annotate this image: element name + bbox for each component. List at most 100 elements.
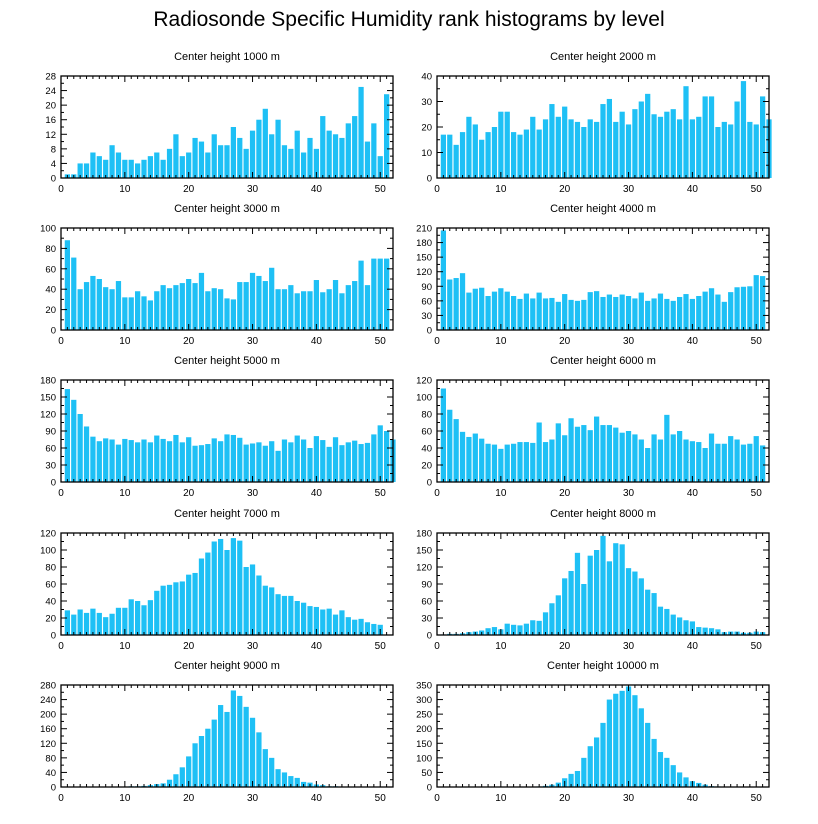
panel-7-bar <box>205 552 211 635</box>
panel-4-bar <box>734 287 740 330</box>
panel-8-bar <box>676 617 683 635</box>
panel-1-bar <box>300 152 307 178</box>
panel-4-ytick-label: 60 <box>421 296 432 307</box>
panel-7-bar <box>288 595 294 635</box>
panel-4-bar <box>759 276 766 330</box>
panel-8-bar <box>485 628 491 635</box>
panel-2-bar <box>440 134 447 178</box>
panel-7-xtick-label: 10 <box>119 641 131 652</box>
panel-2-bar <box>651 114 657 178</box>
panel-5-bar <box>128 440 134 482</box>
panel-4-bar <box>491 291 498 330</box>
panel-2-bar <box>562 106 568 178</box>
panel-8-bar <box>664 608 670 635</box>
panel-8-bar <box>613 543 619 635</box>
panel-5-bar <box>288 442 294 482</box>
panel-3-ytick-label: 20 <box>45 305 56 316</box>
panel-7-bar <box>332 614 339 635</box>
panel-9-bar <box>262 749 268 787</box>
panel-7-bar <box>230 538 237 635</box>
panel-5-bar <box>141 439 147 482</box>
panel-6-bar <box>523 442 530 482</box>
panel-5-bar <box>186 437 192 482</box>
panel-2-bar <box>466 116 472 178</box>
panel-10-ytick-label: 200 <box>416 724 432 735</box>
panel-5-bar <box>358 444 364 482</box>
panel-5-xtick-label: 40 <box>311 488 323 499</box>
panel-2-bar <box>632 109 638 178</box>
panel-2-bar <box>759 96 766 178</box>
panel-5-bar <box>217 441 224 482</box>
panel-4-bar <box>676 296 683 330</box>
panel-3-bar <box>288 285 294 330</box>
panel-1-bar <box>90 152 96 178</box>
panel-1-bar <box>77 163 83 178</box>
panel-1-bar <box>281 145 288 178</box>
panel-2-xtick-label: 10 <box>495 184 507 195</box>
panel-3-bar <box>179 283 185 330</box>
panel-5-bar <box>281 439 288 482</box>
panel-4-bar <box>664 298 670 330</box>
panel-8-bar <box>536 620 542 635</box>
panel-7-ytick-label: 60 <box>45 580 56 591</box>
panel-7-ytick-label: 40 <box>45 597 56 608</box>
panel-1-bar <box>307 137 313 178</box>
panel-5-bar <box>262 445 268 482</box>
panel-1-bar <box>326 130 332 178</box>
panel-3-bar <box>147 300 154 330</box>
panel-2-ytick-label: 40 <box>421 72 432 83</box>
panel-2-xtick-label: 20 <box>559 184 571 195</box>
panel-5-bar <box>211 438 217 482</box>
panel-6-bar <box>664 414 670 482</box>
panel-3-bar <box>166 288 173 330</box>
panel-2-bar <box>536 129 542 178</box>
panel-7-bar <box>307 606 313 635</box>
panel-8-bar <box>549 603 555 635</box>
panel-4-bar <box>740 286 747 330</box>
panel-7-bar <box>364 622 371 635</box>
panel-5-bar <box>230 434 237 482</box>
panel-1-bar <box>134 163 141 178</box>
panel-4-bar <box>625 296 632 330</box>
panel-6-bar <box>728 436 734 482</box>
panel-6-bar <box>625 431 632 482</box>
panel-3-bar <box>281 289 288 330</box>
panel-2-bar <box>683 86 689 178</box>
panel-7-bar <box>352 619 358 635</box>
panel-4-xtick-label: 0 <box>434 336 440 347</box>
panel-6-bar <box>702 448 708 482</box>
panel-1-xtick-label: 50 <box>375 184 387 195</box>
panel-3-bar <box>320 292 326 330</box>
panel-6-bar <box>645 448 651 482</box>
panel-6-title: Center height 6000 m <box>550 355 656 367</box>
panel-2-bar <box>638 101 644 178</box>
panel-8-bar <box>638 578 644 635</box>
panel-7-bar <box>326 608 332 635</box>
panel-4-bar <box>466 292 472 330</box>
panel-5-bar <box>345 442 351 482</box>
panel-3-ytick-label: 0 <box>51 326 56 337</box>
panel-3-bar <box>243 282 249 330</box>
panel-8-bar <box>593 550 600 635</box>
panel-5-bar <box>243 444 249 482</box>
panel-6-bar <box>651 434 657 482</box>
panel-2-bar <box>523 129 530 178</box>
panel-5-bar <box>352 440 358 482</box>
panel-3-xtick-label: 50 <box>375 336 387 347</box>
panel-7-bar <box>147 600 154 635</box>
panel-3-xtick-label: 20 <box>183 336 195 347</box>
panel-5-bar <box>160 438 166 482</box>
panel-5-bar <box>339 445 345 482</box>
panel-5-bar <box>275 450 281 482</box>
panel-6-ytick-label: 60 <box>421 427 432 438</box>
panel-7-bar <box>275 594 281 635</box>
panel-3-bar <box>249 272 256 330</box>
panel-2-bar <box>491 127 498 178</box>
panel-4-ytick-label: 210 <box>416 224 432 235</box>
panel-5-ytick-label: 0 <box>51 478 56 489</box>
panel-9-xtick-label: 40 <box>311 793 323 804</box>
panel-1-ytick-label: 0 <box>51 174 56 185</box>
panel-2-title: Center height 2000 m <box>550 51 656 63</box>
panel-2-ytick-label: 30 <box>421 97 432 108</box>
panel-6-bar <box>708 433 715 482</box>
